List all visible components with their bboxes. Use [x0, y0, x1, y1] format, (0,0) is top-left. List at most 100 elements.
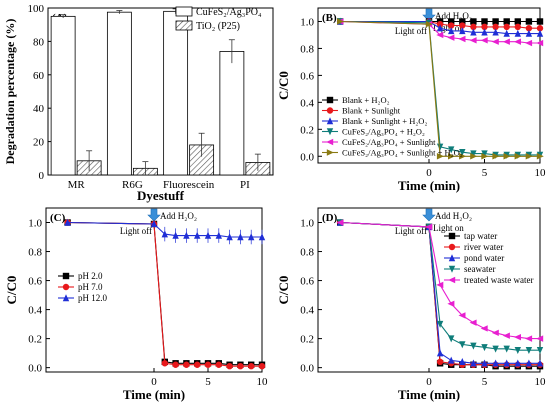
data-point [447, 34, 455, 41]
data-point [459, 341, 466, 349]
y-tick-label: 0.0 [300, 363, 314, 375]
legend-swatch [175, 6, 193, 17]
legend-label: pH 7.0 [78, 282, 103, 292]
data-point [492, 23, 499, 31]
data-point [525, 29, 533, 37]
legend-marker [326, 128, 334, 136]
x-tick-label: 0 [426, 167, 432, 179]
y-axis-label: Degradation percentage (%) [3, 19, 17, 165]
data-point [64, 218, 71, 226]
y-tick-label: 0.8 [300, 247, 314, 259]
y-tick-label: 0.4 [300, 305, 314, 317]
data-point [536, 25, 544, 32]
x-tick-label: 5 [482, 167, 488, 179]
y-tick-label: 60 [33, 70, 45, 82]
data-point [448, 18, 455, 25]
legend-label: CuFeS₂/Ag₃PO₄ + H₂O₂ [342, 127, 425, 137]
legend-label: CuFeS₂/Ag₃PO₄ + Sunlight + H₂O₂ [342, 148, 463, 158]
data-point [514, 359, 521, 367]
legend-marker [448, 276, 456, 284]
data-point [337, 18, 344, 25]
bar [50, 15, 76, 176]
data-point [525, 359, 533, 367]
data-point [481, 23, 488, 31]
bar [163, 10, 189, 176]
legend-label: pH 12.0 [78, 293, 107, 303]
annotation-add: Add H₂O₂ [435, 11, 472, 21]
x-tick-label: PI [240, 179, 250, 191]
data-point [336, 219, 344, 226]
y-tick-label: 0.4 [300, 97, 314, 109]
data-point [459, 153, 467, 160]
y-tick-label: 0.6 [300, 70, 314, 82]
x-tick-label: 5 [482, 376, 488, 388]
data-point [481, 153, 489, 160]
data-point [459, 358, 466, 366]
data-point [503, 18, 510, 25]
y-tick-label: 20 [33, 137, 45, 149]
data-point [481, 359, 488, 367]
data-point [194, 231, 201, 239]
series-line [340, 221, 540, 366]
legend-label: seawater [464, 264, 495, 274]
data-point [436, 358, 444, 366]
data-point [491, 329, 499, 337]
data-point [448, 22, 455, 29]
y-tick-label: 0.0 [300, 151, 314, 163]
data-point [492, 28, 499, 36]
x-tick-label: 0 [151, 376, 157, 388]
legend-marker [62, 294, 70, 302]
x-tick-label: Fluorescein [163, 179, 215, 191]
data-point [448, 146, 455, 154]
legend-label: CuFeS₂/Ag₃PO₄ [196, 7, 262, 18]
data-point [492, 359, 499, 367]
data-point [448, 356, 455, 364]
data-point [502, 332, 510, 339]
x-axis-label: Time (min) [398, 387, 460, 402]
data-point [194, 361, 201, 368]
legend-label: Blank + H₂O₂ [342, 95, 390, 105]
y-tick-label: 0 [39, 170, 45, 182]
data-point [536, 39, 544, 47]
data-point [458, 35, 466, 43]
annotation-add: Add H₂O₂ [160, 211, 197, 221]
legend-label: Blank + Sunlight [342, 106, 401, 116]
data-point [536, 153, 544, 160]
data-point [503, 29, 510, 37]
data-point [470, 150, 477, 158]
x-tick-label: 5 [205, 376, 211, 388]
panel-d: 0.0 0.2 0.4 0.6 0.8 1.0 0 5 10 (D) C/C0 Time (min) L… [276, 207, 546, 402]
legend-label: TiO₂ (P25) [196, 21, 240, 32]
data-point [536, 335, 544, 342]
data-point [237, 362, 244, 370]
data-point [448, 335, 455, 343]
data-point [481, 28, 488, 36]
data-point [248, 362, 255, 370]
data-point [458, 312, 466, 319]
data-point [470, 18, 477, 25]
legend-swatch [175, 20, 193, 31]
data-point [425, 20, 433, 28]
panel-c: 0.0 0.2 0.4 0.6 0.8 1.0 0 5 10 (C) C/C0 Time (min) L… [4, 207, 268, 402]
data-point [480, 325, 488, 332]
data-point [470, 359, 477, 367]
x-axis-label: Time (min) [398, 178, 460, 193]
y-tick-label: 80 [33, 36, 45, 48]
data-point [469, 319, 477, 326]
legend-marker [62, 283, 70, 291]
annotation-light-off: Light off [395, 26, 427, 36]
data-point [503, 153, 511, 160]
data-point [172, 231, 179, 239]
data-point [237, 233, 244, 241]
legend-label: CuFeS₂/Ag₃PO₄ + Sunlight [342, 137, 436, 147]
annotation-light-on: Light on [433, 223, 464, 233]
data-point [503, 23, 510, 31]
y-tick-label: 0.2 [300, 124, 314, 136]
y-tick-label: 0.2 [28, 334, 42, 346]
y-tick-label: 0.8 [28, 247, 42, 259]
data-point [226, 362, 233, 370]
annotation-add: Add H₂O₂ [435, 211, 472, 221]
data-point [469, 37, 477, 44]
y-tick-label: 0.6 [28, 276, 42, 288]
